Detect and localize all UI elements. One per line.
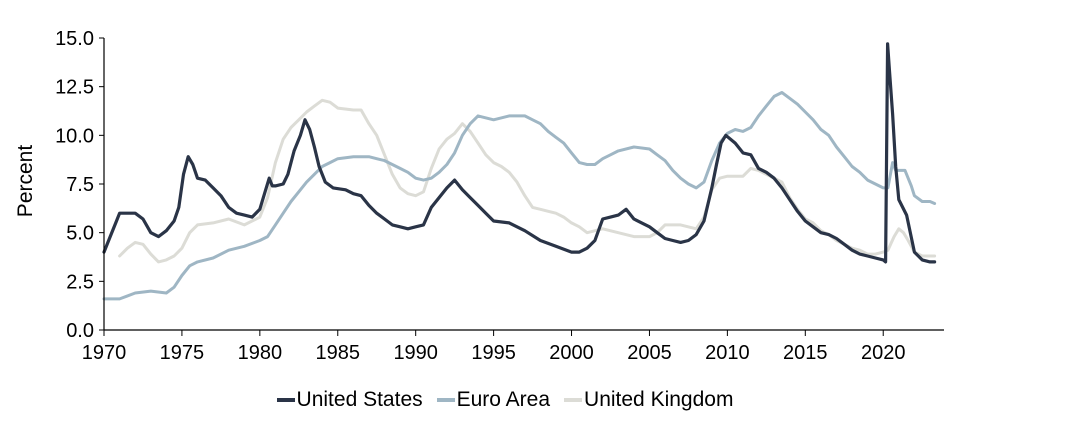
x-tick-label: 1975 [160,342,205,364]
y-tick-label: 12.5 [55,77,94,99]
x-tick-label: 1995 [471,342,516,364]
series-layer [102,42,937,301]
legend-label-united-states: United States [296,388,423,411]
y-tick-label: 5.0 [66,223,94,245]
legend-swatch-united-states [276,398,295,402]
x-tick-label: 2020 [861,342,906,364]
legend-item-euro-area: Euro Area [436,388,551,412]
series-line-euro-area [102,91,937,301]
y-tick-label: 2.5 [66,271,94,293]
legend-swatch-united-kingdom [564,398,583,402]
y-tick-label: 7.5 [66,174,94,196]
legend-swatch-euro-area [436,398,455,402]
x-tick-label: 1990 [393,342,438,364]
y-axis-ticks: 0.0 2.5 5.0 7.5 10.0 12.5 15.0 [55,28,104,342]
y-axis-title: Percent [14,145,37,218]
line-chart: 0.0 2.5 5.0 7.5 10.0 12.5 15.0 1970 1975 1980 198… [14,28,944,364]
y-tick-label: 15.0 [55,28,94,50]
chart-legend: United States Euro Area United Kingdom [0,388,1010,412]
x-tick-label: 1970 [82,342,127,364]
x-tick-label: 2000 [549,342,594,364]
legend-label-united-kingdom: United Kingdom [584,388,734,411]
legend-label-euro-area: Euro Area [456,388,551,411]
x-tick-label: 2015 [783,342,828,364]
y-tick-label: 0.0 [66,320,94,342]
legend-item-united-kingdom: United Kingdom [564,388,733,412]
series-line-united-kingdom [118,98,937,264]
y-tick-label: 10.0 [55,125,94,147]
x-tick-label: 1980 [238,342,283,364]
x-tick-label: 2005 [627,342,672,364]
x-tick-label: 2010 [705,342,750,364]
legend-item-united-states: United States [276,388,423,412]
series-line-united-states [102,42,937,264]
x-axis-ticks: 1970 1975 1980 1985 1990 1995 2000 2005 2010 2015… [82,330,906,364]
x-tick-label: 1985 [316,342,361,364]
